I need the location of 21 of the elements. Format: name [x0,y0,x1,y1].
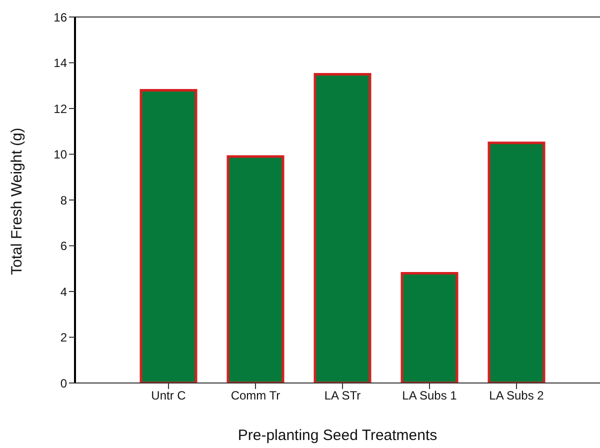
y-tick-label: 8 [60,193,68,208]
y-axis-title: Total Fresh Weight (g) [8,128,26,275]
y-tick-label: 16 [54,10,68,24]
bar [400,272,458,383]
bar [226,155,284,383]
bar [140,88,198,383]
y-tick-label: 6 [60,239,68,254]
y-tick-label: 0 [60,376,68,390]
x-axis-title: Pre-planting Seed Treatments [238,427,438,444]
y-tick-label: 14 [54,56,68,70]
y-tick-label: 12 [54,102,68,116]
x-tick-label: LA Subs 2 [489,388,544,403]
x-tick-label: Untr C [151,388,186,403]
y-tick-label: 10 [54,148,68,162]
x-tick-label: LA STr [324,388,361,403]
y-tick-label: 4 [60,284,68,299]
bar [314,72,372,383]
bar [488,142,546,383]
x-tick-label: Comm Tr [230,388,280,403]
x-tick-label: LA Subs 1 [402,388,458,403]
y-tick-label: 2 [60,330,68,345]
